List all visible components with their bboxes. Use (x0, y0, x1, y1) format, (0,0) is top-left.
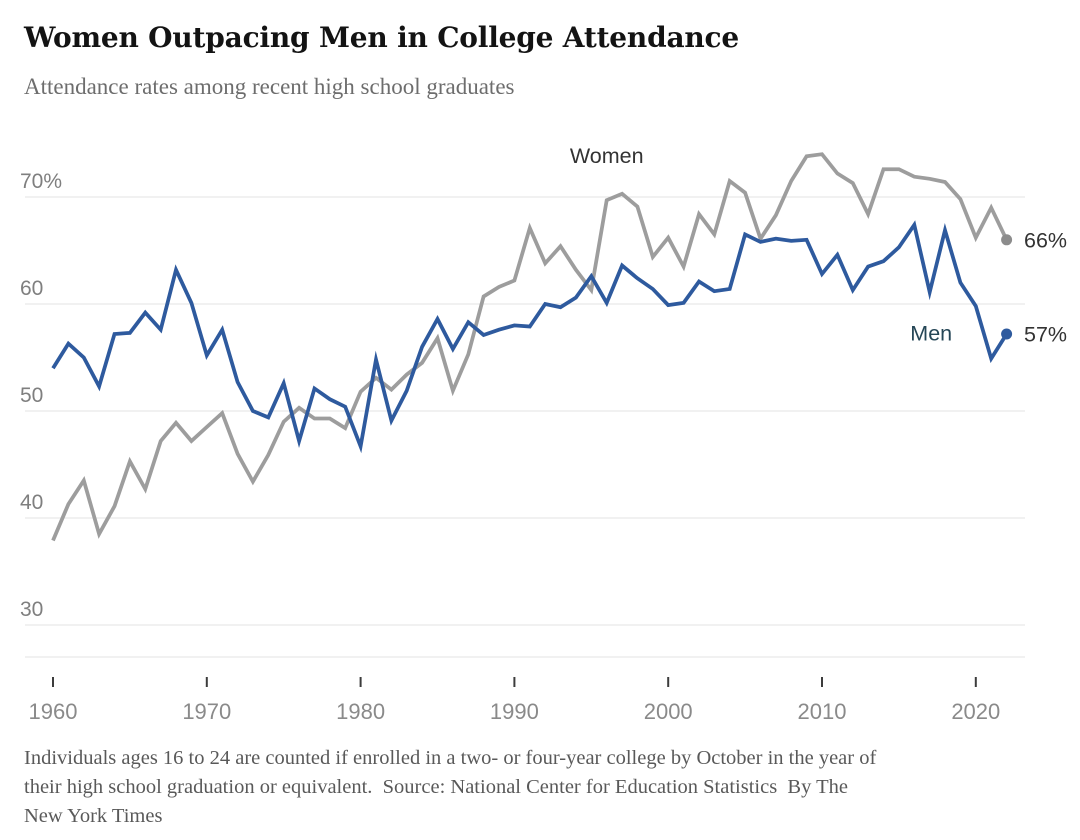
chart-header: Women Outpacing Men in College Attendanc… (24, 21, 1056, 100)
series-label-women: Women (570, 144, 644, 168)
men-line (51, 220, 1009, 454)
men-end-value-label: 57% (1024, 323, 1067, 347)
page-title: Women Outpacing Men in College Attendanc… (24, 21, 740, 54)
y-axis-label-50: 50 (20, 384, 43, 407)
y-axis-label-40: 40 (20, 491, 43, 514)
y-axis-label-30: 30 (20, 598, 43, 621)
series-label-men: Men (910, 321, 952, 345)
x-axis-label-2020: 2020 (951, 699, 1000, 724)
y-axis-label-70: 70% (20, 170, 62, 193)
women-line (51, 152, 1009, 542)
x-axis-label-1990: 1990 (490, 699, 539, 724)
y-axis-label-60: 60 (20, 277, 43, 300)
x-axis-label-1960: 1960 (29, 699, 78, 724)
x-axis-label-1970: 1970 (182, 699, 231, 724)
x-axis-label-1980: 1980 (336, 699, 385, 724)
x-axis-label-2000: 2000 (644, 699, 693, 724)
page-subtitle: Attendance rates among recent high schoo… (24, 74, 515, 100)
women-end-value-label: 66% (1024, 228, 1067, 252)
x-axis-label-2010: 2010 (798, 699, 847, 724)
chart-caption: Individuals ages 16 to 24 are counted if… (24, 747, 877, 828)
men-end-dot (1001, 328, 1013, 340)
attendance-line-chart: 30 40 50 60 70% 1960 1970 1980 1990 2000 2010 2020 6… (20, 144, 1067, 724)
women-end-dot (1001, 234, 1013, 246)
